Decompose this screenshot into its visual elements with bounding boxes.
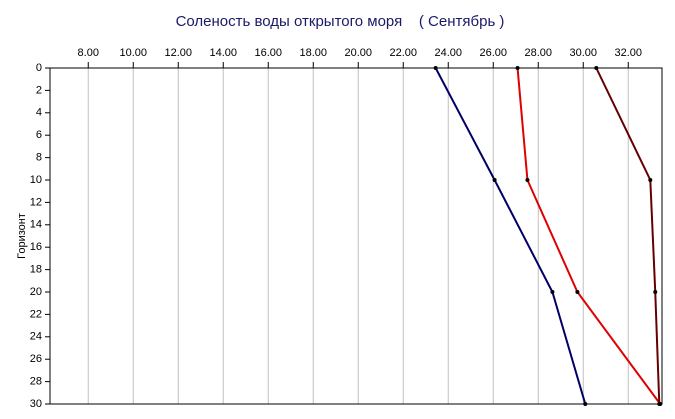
x-tick-label: 32.00	[614, 47, 642, 59]
y-tick-label: 20	[30, 286, 42, 298]
y-tick-label: 12	[30, 196, 42, 208]
y-tick-label: 16	[30, 241, 42, 253]
x-tick-label: 28.00	[524, 47, 552, 59]
y-tick-label: 24	[30, 331, 42, 343]
x-tick-label: 18.00	[299, 47, 327, 59]
x-tick-label: 30.00	[569, 47, 597, 59]
x-tick-label: 20.00	[344, 47, 372, 59]
x-tick-label: 8.00	[78, 47, 99, 59]
series-line	[595, 67, 661, 405]
y-tick-label: 0	[36, 62, 42, 74]
series-line	[516, 67, 662, 405]
point	[550, 290, 555, 294]
series-line	[434, 67, 587, 405]
y-tick-label: 14	[30, 219, 42, 231]
point	[575, 290, 580, 294]
y-tick-label: 6	[36, 129, 42, 141]
point	[492, 178, 497, 182]
chart-title: Соленость воды открытого моря ( Сентябрь…	[176, 13, 505, 30]
point	[648, 178, 653, 182]
x-tick-label: 26.00	[479, 47, 507, 59]
plot-border	[49, 67, 663, 405]
point	[515, 66, 520, 70]
y-tick-label: 8	[36, 152, 42, 164]
x-tick-label: 10.00	[119, 47, 147, 59]
y-tick-label: 2	[36, 84, 42, 96]
x-tick-label: 14.00	[209, 47, 237, 59]
x-tick-label: 16.00	[254, 47, 282, 59]
point	[594, 66, 599, 70]
point	[657, 402, 662, 406]
y-tick-label: 18	[30, 264, 42, 276]
x-tick-label: 12.00	[164, 47, 192, 59]
point	[653, 290, 658, 294]
point	[583, 402, 588, 406]
point	[433, 66, 438, 70]
y-tick-label: 22	[30, 308, 42, 320]
y-axis-title: Горизонт	[16, 213, 28, 259]
y-tick-label: 26	[30, 353, 42, 365]
point	[525, 178, 530, 182]
y-tick-label: 30	[30, 398, 42, 410]
x-tick-label: 22.00	[389, 47, 417, 59]
y-tick-label: 10	[30, 174, 42, 186]
x-tick-label: 24.00	[434, 47, 462, 59]
y-tick-label: 4	[36, 107, 42, 119]
y-tick-label: 28	[30, 376, 42, 388]
